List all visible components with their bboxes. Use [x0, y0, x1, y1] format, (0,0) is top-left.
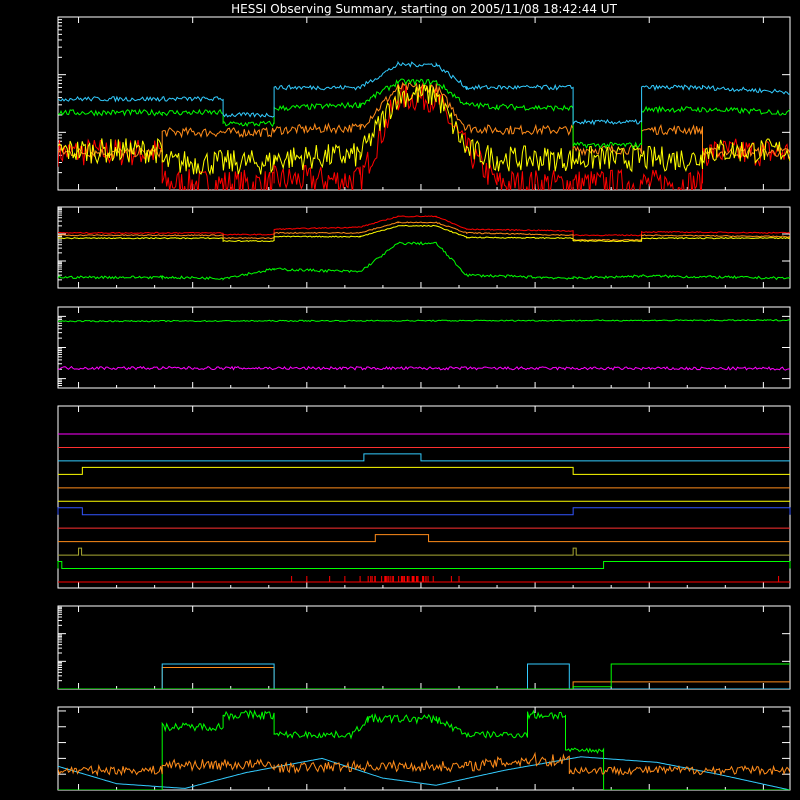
chart-title: HESSI Observing Summary, starting on 200…	[231, 2, 617, 16]
panel-frame	[57, 206, 791, 289]
flag-line-6	[57, 507, 791, 516]
series-line-1	[58, 365, 790, 371]
series-line-4	[58, 60, 790, 126]
series-line-2	[58, 751, 790, 777]
flag-line-9	[58, 547, 790, 556]
series-line-2	[58, 224, 790, 243]
panel-frame	[57, 706, 791, 791]
series-line-0	[58, 83, 790, 190]
panel-hi	[57, 206, 791, 289]
series-line-1	[58, 667, 790, 689]
flag-line-2	[58, 453, 790, 462]
series-line-2	[58, 82, 790, 176]
series-line-1	[58, 709, 790, 790]
series-line-3	[58, 78, 790, 150]
panel-ratio	[57, 706, 791, 791]
flag-line-8	[58, 534, 790, 543]
series-line-0	[58, 215, 790, 237]
series-line-1	[58, 221, 790, 242]
panel-frame	[57, 16, 791, 191]
flag-line-3	[58, 466, 790, 475]
flag-line-10	[57, 561, 791, 570]
series-line-0	[58, 756, 790, 790]
panel-dec	[57, 605, 791, 690]
series-line-0	[58, 319, 790, 323]
panel-frame	[57, 405, 791, 589]
series-line-2	[58, 663, 790, 689]
series-line-1	[58, 81, 790, 159]
series-line-3	[58, 241, 790, 281]
panel-lo	[57, 16, 791, 191]
panel-goes	[57, 306, 791, 389]
series-line-3	[58, 663, 790, 689]
panel-flags	[57, 405, 791, 589]
